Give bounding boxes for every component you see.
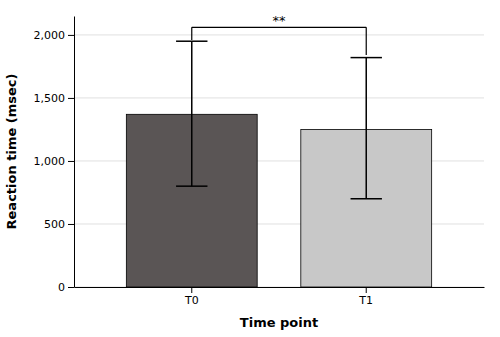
y-axis: 0 500 1,000 1,500 2,000	[34, 17, 75, 295]
grid	[74, 35, 484, 287]
chart-container: ** T0 T1 0 500 1,000 1,500 2,000 Time point React…	[0, 0, 500, 337]
bracket-right	[366, 27, 367, 55]
x-axis: T0 T1	[75, 287, 485, 307]
y-tick: 2,000	[34, 29, 75, 42]
x-tick-mark	[366, 287, 367, 293]
error-bar-cap-upper	[176, 40, 207, 42]
error-bar-cap-upper	[351, 57, 382, 59]
y-tick-label: 500	[44, 218, 65, 231]
significance-bracket	[192, 27, 366, 55]
x-tick-mark	[191, 287, 192, 293]
x-axis-title: Time point	[240, 315, 318, 330]
bracket-left	[191, 27, 192, 40]
error-bar	[351, 58, 382, 199]
error-bar-whisker	[191, 41, 193, 186]
y-tick: 0	[58, 281, 74, 294]
y-axis-title: Reaction time (msec)	[4, 74, 19, 230]
grid-line	[74, 97, 484, 98]
marks	[126, 27, 431, 287]
x-tick-label: T1	[358, 294, 373, 307]
error-bar-cap-lower	[176, 185, 207, 187]
plot-area: ** T0 T1 0 500 1,000 1,500 2,000	[34, 13, 485, 306]
y-tick-mark	[68, 35, 74, 36]
y-tick-label: 1,000	[34, 155, 66, 168]
y-tick-label: 2,000	[34, 29, 66, 42]
y-tick: 500	[44, 218, 74, 231]
x-tick-label: T0	[184, 294, 199, 307]
y-tick: 1,500	[34, 92, 75, 105]
error-bar-cap-lower	[351, 198, 382, 200]
y-tick-label: 0	[58, 281, 65, 294]
grid-line	[74, 34, 484, 35]
y-axis-line	[74, 17, 75, 288]
y-tick-label: 1,500	[34, 92, 66, 105]
y-tick-mark	[68, 224, 74, 225]
y-tick: 1,000	[34, 155, 75, 168]
y-tick-mark	[68, 287, 74, 288]
annotations: **	[273, 13, 287, 28]
error-bar	[176, 41, 207, 186]
x-axis-line	[75, 287, 485, 288]
y-tick-mark	[68, 161, 74, 162]
x-tick: T0	[184, 287, 199, 307]
significance-text: **	[273, 13, 287, 28]
error-bar-whisker	[365, 58, 367, 199]
chart-svg: ** T0 T1 0 500 1,000 1,500 2,000 Time point React…	[0, 0, 500, 337]
y-tick-mark	[68, 98, 74, 99]
x-tick: T1	[358, 287, 373, 307]
